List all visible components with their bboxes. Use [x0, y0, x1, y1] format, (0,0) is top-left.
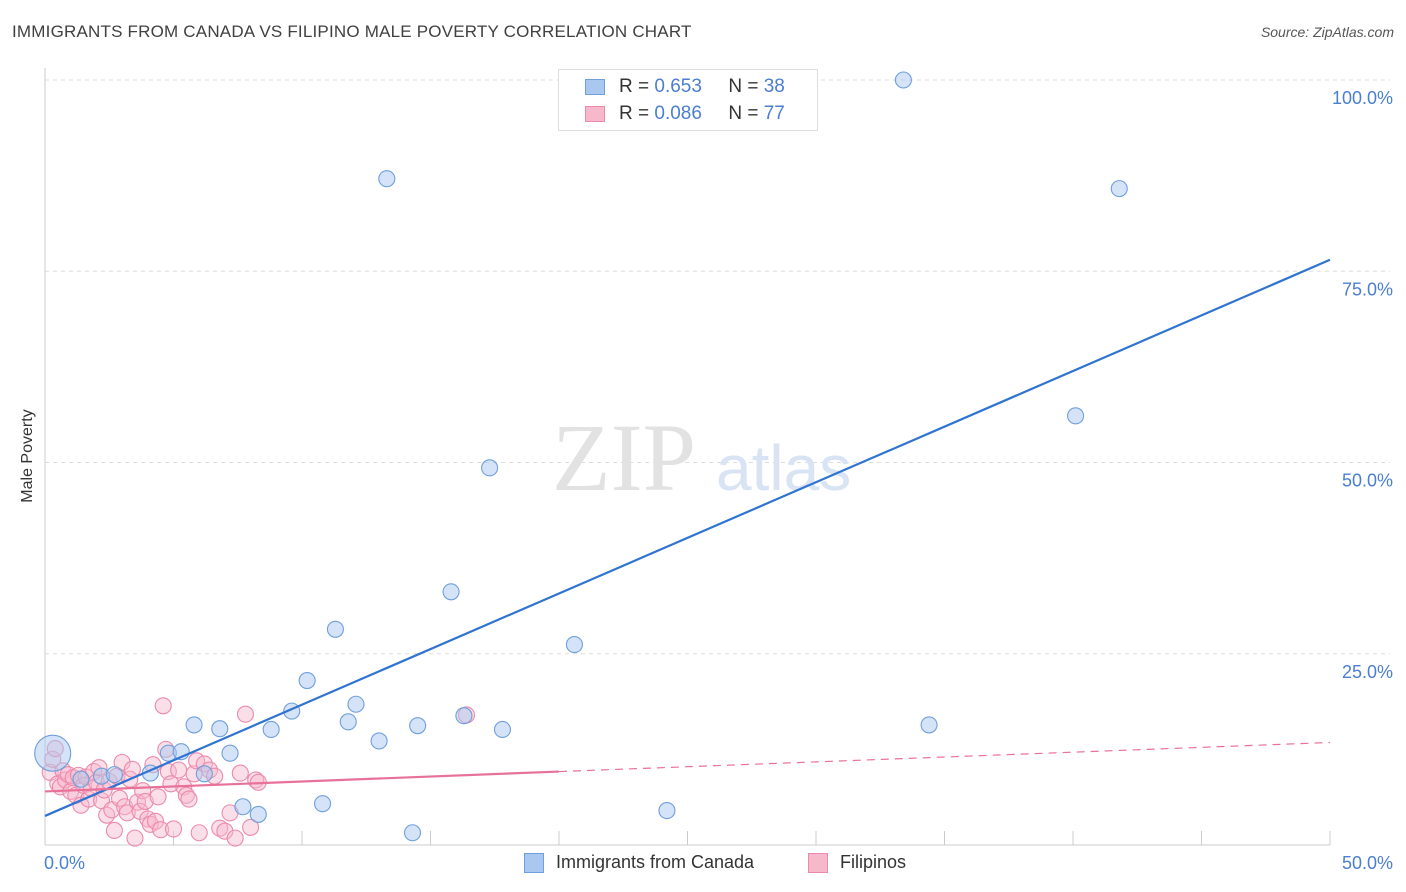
canada-point — [442, 583, 460, 601]
filipino-trendline — [558, 741, 1331, 773]
filipino-point — [236, 705, 255, 723]
legend-swatch-canada — [585, 79, 605, 95]
bottom-legend-canada[interactable]: Immigrants from Canada — [524, 852, 754, 873]
filipino-point — [154, 697, 172, 715]
canada-points — [34, 71, 1128, 842]
legend-r-label: R = — [619, 76, 650, 97]
filipino-point — [146, 812, 165, 830]
legend-r-value: 0.653 — [654, 76, 702, 97]
bottom-legend-filipino[interactable]: Filipinos — [808, 852, 906, 873]
canada-point — [409, 717, 427, 735]
filipino-point — [226, 829, 244, 847]
filipino-point — [180, 790, 198, 808]
canada-point — [894, 71, 912, 89]
canada-point — [455, 707, 473, 725]
canada-point — [249, 805, 267, 823]
canada-point — [347, 695, 365, 713]
canada-point — [72, 770, 90, 788]
filipino-point — [136, 792, 154, 810]
canada-trendline — [44, 258, 1331, 817]
filipino-point — [190, 824, 208, 842]
canada-point — [493, 720, 512, 739]
filipino-point — [118, 804, 136, 822]
canada-point — [105, 766, 123, 784]
canada-point — [326, 620, 344, 638]
x-tick-label: 50.0% — [1342, 853, 1393, 873]
grid — [45, 79, 1390, 655]
canada-point — [481, 459, 499, 477]
axes — [44, 68, 1331, 846]
watermark: ZIP atlas — [552, 404, 851, 511]
x-tick-label: 0.0% — [44, 853, 85, 873]
canada-point — [339, 713, 357, 731]
canada-point — [211, 720, 229, 738]
filipino-point — [98, 806, 116, 824]
y-tick-label: 25.0% — [1342, 662, 1393, 682]
y-tick-label: 100.0% — [1332, 88, 1393, 108]
filipino-point — [216, 822, 234, 840]
filipino-point — [164, 820, 183, 838]
canada-point — [658, 802, 676, 820]
filipino-trendline — [44, 770, 560, 793]
filipino-point — [152, 821, 170, 839]
canada-point — [314, 795, 332, 813]
legend-swatch-filipino — [585, 106, 605, 122]
watermark-zip: ZIP — [552, 404, 696, 511]
filipino-point — [149, 788, 167, 806]
legend-n-label: N = — [728, 76, 759, 97]
canada-point — [403, 824, 422, 842]
bottom-legend-swatch-filipino — [808, 852, 828, 873]
filipino-point — [211, 819, 229, 837]
legend-r-label: R = — [619, 103, 650, 124]
filipino-point — [170, 761, 188, 779]
filipino-point — [126, 829, 144, 847]
canada-point — [565, 636, 583, 654]
canada-point — [378, 170, 396, 188]
canada-point — [1067, 407, 1085, 425]
legend-row-filipino: R = 0.086 N = 77 — [585, 102, 785, 126]
filipino-point — [110, 789, 129, 807]
bottom-legend-label-canada: Immigrants from Canada — [556, 852, 755, 872]
canada-point — [370, 732, 388, 750]
canada-point — [920, 716, 938, 734]
watermark-atlas: atlas — [716, 432, 851, 504]
legend-n-value: 38 — [763, 76, 785, 97]
y-tick-label: 50.0% — [1342, 471, 1393, 491]
chart-title: IMMIGRANTS FROM CANADA VS FILIPINO MALE … — [12, 22, 692, 41]
canada-point — [1110, 180, 1128, 198]
filipino-point — [113, 753, 131, 771]
canada-point — [298, 671, 316, 690]
legend-n-label: N = — [728, 103, 759, 124]
bottom-legend-label-filipino: Filipinos — [840, 852, 907, 872]
canada-point — [234, 798, 252, 816]
filipino-point — [105, 821, 123, 840]
y-tick-label: 75.0% — [1342, 279, 1393, 299]
canada-point — [262, 720, 280, 739]
tick-labels: 25.0% 50.0% 75.0% 100.0% 0.0% 50.0% — [44, 88, 1393, 873]
legend-r-value: 0.086 — [654, 103, 702, 124]
legend-n-value: 77 — [763, 103, 785, 124]
canada-point — [185, 716, 203, 734]
legend-row-canada: R = 0.653 N = 38 — [585, 75, 785, 99]
filipino-point — [231, 764, 249, 782]
filipino-point — [242, 818, 260, 836]
legend: R = 0.653 N = 38 R = 0.086 N = 77 — [558, 69, 818, 131]
bottom-legend: Immigrants from Canada Filipinos — [0, 852, 1406, 876]
source-label: Source: ZipAtlas.com — [1260, 24, 1394, 40]
canada-point — [195, 765, 213, 783]
canada-point — [34, 734, 72, 772]
canada-point — [221, 744, 239, 762]
bottom-legend-swatch-canada — [524, 852, 544, 873]
filipino-point — [141, 815, 159, 833]
trendlines — [44, 258, 1331, 817]
